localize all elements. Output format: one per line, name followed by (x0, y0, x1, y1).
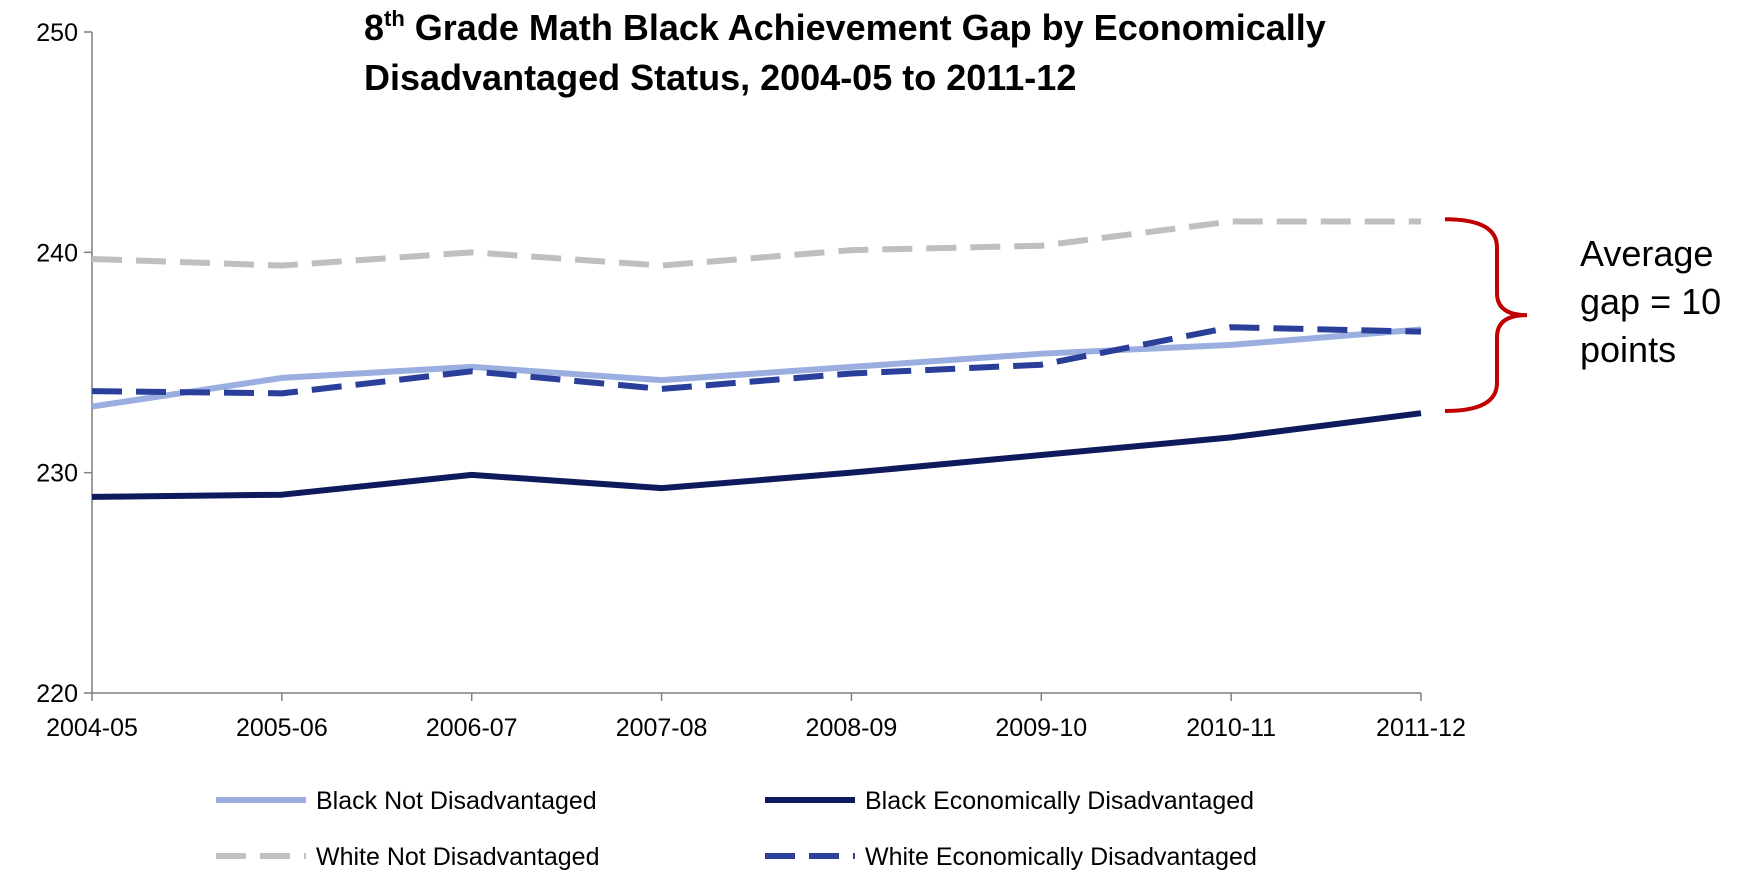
x-tick-label-2006-07: 2006-07 (426, 714, 518, 742)
x-tick-label-2010-11: 2010-11 (1186, 714, 1276, 742)
series-line-black-not-disadvantaged (91, 326, 1422, 410)
x-tick-label-2008-09: 2008-09 (806, 714, 898, 742)
x-tick-label-2007-08: 2007-08 (616, 714, 708, 742)
series-line-black-economically-disadvantaged (91, 410, 1422, 500)
y-tick-label-230: 230 (36, 460, 78, 488)
chart-title-prefix: 8 (364, 7, 384, 48)
x-axis-ticks: 2004-05 2005-06 2006-07 2007-08 2008-09 2009-… (46, 693, 1466, 742)
legend-item-black-economically-disadvantaged: Black Economically Disadvantaged (765, 787, 1254, 815)
y-tick-label-240: 240 (36, 239, 78, 267)
gap-annotation-line-2: gap = 10 (1580, 281, 1721, 322)
axes (91, 32, 1421, 694)
series-lines (91, 218, 1422, 500)
gap-annotation-line-1: Average (1580, 233, 1713, 274)
legend-item-white-not-disadvantaged: White Not Disadvantaged (216, 843, 599, 871)
series-line-white-economically-disadvantaged (91, 324, 1422, 397)
x-tick-label-2005-06: 2005-06 (236, 714, 328, 742)
chart-title: 8th Grade Math Black Achievement Gap by … (364, 6, 1326, 98)
x-tick-label-2004-05: 2004-05 (46, 714, 138, 742)
legend-label: White Not Disadvantaged (316, 843, 599, 871)
series-line-white-not-disadvantaged (91, 218, 1421, 269)
y-tick-label-250: 250 (36, 19, 78, 47)
legend-label: White Economically Disadvantaged (865, 843, 1257, 871)
legend: Black Not Disadvantaged Black Economicall… (216, 787, 1257, 871)
x-tick-label-2011-12: 2011-12 (1376, 714, 1466, 742)
y-tick-label-220: 220 (36, 680, 78, 708)
legend-label: Black Economically Disadvantaged (865, 787, 1254, 815)
gap-annotation: Average gap = 10 points (1444, 217, 1721, 413)
gap-bracket (1444, 217, 1528, 413)
x-tick-label-2009-10: 2009-10 (995, 714, 1087, 742)
legend-item-white-economically-disadvantaged: White Economically Disadvantaged (765, 843, 1257, 871)
chart-title-line2: Disadvantaged Status, 2004-05 to 2011-12 (364, 57, 1076, 98)
chart-title-line1-rest: Grade Math Black Achievement Gap by Econ… (405, 7, 1326, 48)
y-axis-ticks: 220 230 240 250 (36, 19, 92, 708)
gap-annotation-line-3: points (1580, 329, 1676, 370)
legend-item-black-not-disadvantaged: Black Not Disadvantaged (216, 787, 597, 815)
chart-title-superscript: th (384, 6, 405, 31)
legend-label: Black Not Disadvantaged (316, 787, 597, 815)
chart-title-line1: 8th Grade Math Black Achievement Gap by … (364, 6, 1326, 48)
